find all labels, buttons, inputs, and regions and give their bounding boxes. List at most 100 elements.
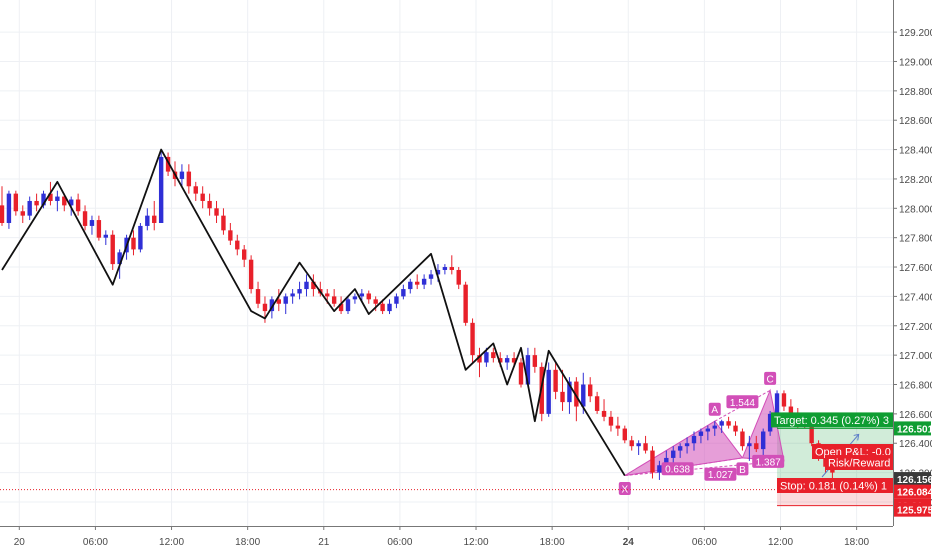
candle-body [636, 443, 641, 447]
candle [712, 421, 717, 436]
candle-body [428, 274, 434, 279]
candle [248, 255, 254, 294]
candle [331, 289, 337, 307]
candle-body [96, 220, 102, 238]
risk-reward-annotation: Risk/Reward [825, 455, 893, 470]
candle-body [131, 237, 136, 250]
candle-body [152, 215, 157, 223]
candle-body [608, 416, 614, 426]
candle-body [103, 234, 108, 238]
point-label-x: X [618, 482, 631, 496]
candle [55, 190, 60, 212]
candle-body [532, 355, 538, 367]
target-price-label-text: 126.501 [897, 424, 932, 435]
candle-body [698, 431, 704, 436]
candle-body [553, 369, 558, 392]
candle-body [338, 303, 344, 312]
price-tick-label: 126.400 [899, 439, 932, 450]
time-tick-label: 20 [14, 537, 26, 548]
candle [428, 269, 434, 285]
candle-body [214, 208, 219, 216]
candle [719, 419, 724, 433]
candle-body [567, 381, 572, 403]
ratio-label-abc-text: 1.544 [730, 398, 755, 409]
candle-body [221, 215, 226, 231]
point-label-b: B [736, 462, 749, 476]
price-axis[interactable]: 129.200 129.000 128.800 128.600 128.400 128.2… [893, 0, 932, 550]
ratio-label-xab-text: 0.638 [665, 465, 690, 476]
candle [96, 215, 102, 241]
candle-body [484, 352, 489, 363]
candle-body [705, 428, 711, 432]
projection-arrow-icon [853, 433, 860, 441]
candle [456, 267, 461, 290]
candle [228, 222, 233, 246]
time-tick-label: 18:00 [235, 537, 260, 548]
time-tick-label: 06:00 [83, 537, 108, 548]
candle [165, 152, 171, 177]
candle-body [546, 369, 551, 414]
candle-body [380, 303, 385, 312]
candle [338, 296, 344, 315]
candle [235, 234, 240, 256]
candle [553, 362, 558, 400]
candle [352, 293, 358, 304]
candle [442, 264, 448, 275]
candle [767, 410, 773, 436]
candle [421, 274, 427, 290]
candle [193, 181, 198, 201]
candle-body [193, 186, 198, 194]
candle [650, 446, 655, 479]
candle-body [352, 296, 358, 300]
candle-body [650, 450, 655, 473]
time-tick-label: 06:00 [387, 537, 412, 548]
candle [6, 190, 12, 229]
time-axis[interactable]: 20 06:00 12:00 18:00 21 06:00 12:00 18:00 24 06:0… [0, 526, 932, 550]
candle [394, 293, 399, 309]
candle-body [366, 293, 371, 300]
candlesticks [0, 149, 835, 480]
candle-body [401, 289, 406, 297]
target-price-label-box [894, 421, 931, 436]
target-annotation: Target: 0.345 (0.27%) 3 [771, 412, 893, 428]
candle [588, 377, 593, 403]
last-price-label-box [894, 484, 931, 499]
candle [705, 425, 711, 441]
candle [657, 460, 662, 480]
zigzag-line [1, 148, 626, 477]
candle [615, 416, 621, 436]
candle-body [75, 199, 81, 212]
candle-body [89, 220, 95, 226]
candle-body [463, 284, 468, 323]
candle [34, 193, 39, 212]
candle-body [186, 171, 192, 187]
candle [131, 230, 136, 256]
point-label-c-box [764, 371, 777, 385]
candle-body [311, 281, 316, 290]
candle [608, 410, 614, 432]
point-label-a: A [708, 402, 721, 416]
candle [546, 362, 551, 417]
time-tick-label: 12:00 [464, 537, 489, 548]
candle-body [138, 225, 143, 250]
risk-reward-annotation-text: Risk/Reward [828, 458, 890, 470]
candle-body [664, 457, 669, 466]
candle [207, 193, 212, 216]
ratio-label-abc: 1.544 [726, 395, 759, 409]
candle-body [248, 259, 254, 290]
time-axis-background [0, 526, 932, 550]
ratio-label-xad: 1.027 [704, 467, 737, 481]
price-tick-label: 129.000 [899, 57, 932, 68]
point-label-b-text: B [739, 465, 746, 476]
candle-body [0, 205, 5, 223]
candle-body [359, 293, 365, 297]
candle [622, 425, 627, 444]
candle-body [331, 296, 337, 304]
candle-body [255, 289, 261, 304]
target-price-label: 126.501 [894, 421, 932, 436]
candle-body [304, 281, 309, 290]
candle-body [158, 156, 164, 223]
